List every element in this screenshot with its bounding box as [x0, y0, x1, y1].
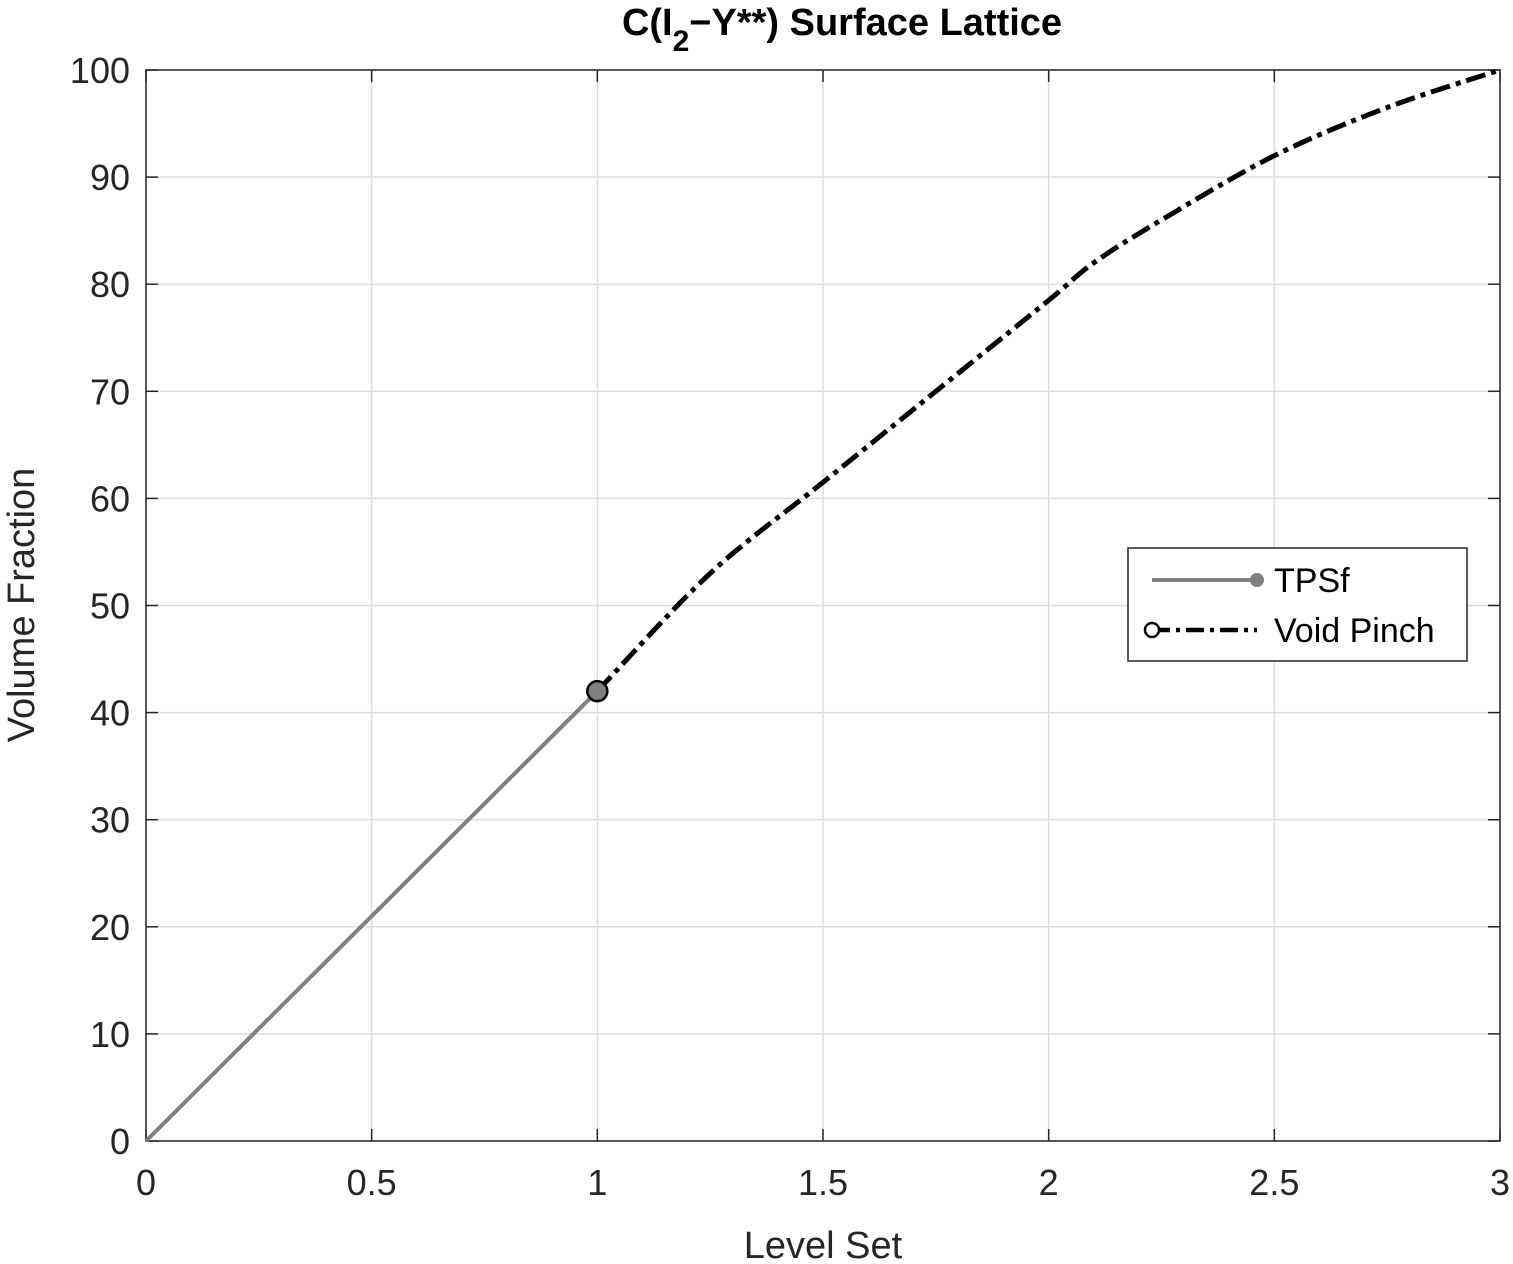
legend: TPSf Void Pinch [1127, 547, 1468, 662]
legend-marker-tpsf [1250, 573, 1264, 587]
legend-label-tpsf: TPSf [1274, 562, 1350, 600]
y-tick-label: 20 [90, 907, 130, 948]
chart-title-prefix: C(I [622, 2, 673, 44]
x-tick-label: 3 [1490, 1162, 1510, 1203]
transition-point-marker [586, 679, 609, 703]
x-tick-label: 1.5 [798, 1162, 848, 1203]
y-tick-label: 10 [90, 1014, 130, 1055]
y-tick-label: 90 [90, 157, 130, 198]
legend-marker-void-pinch [1143, 621, 1161, 639]
y-tick-label: 60 [90, 478, 130, 519]
y-tick-label: 0 [110, 1121, 130, 1162]
y-tick-label: 40 [90, 693, 130, 734]
series-group [144, 67, 1501, 1143]
y-axis-label: Volume Fraction [1, 468, 43, 743]
y-tick-label: 100 [70, 50, 130, 91]
x-axis-label: Level Set [744, 1225, 903, 1264]
chart-title-subscript: 2 [673, 25, 690, 58]
y-tick-label: 30 [90, 800, 130, 841]
x-tick-label: 0.5 [347, 1162, 397, 1203]
y-tick-label: 80 [90, 264, 130, 305]
chart-title-suffix: −Y**) Surface Lattice [689, 2, 1062, 44]
x-tick-label: 0 [136, 1162, 156, 1203]
x-tick-label: 1 [587, 1162, 607, 1203]
series-line-void-pinch [595, 67, 1501, 693]
series-line-tpsf [144, 689, 599, 1143]
x-tick-label: 2.5 [1249, 1162, 1299, 1203]
x-tick-label: 2 [1039, 1162, 1059, 1203]
legend-label-void-pinch: Void Pinch [1274, 612, 1435, 650]
y-tick-label: 50 [90, 586, 130, 627]
y-tick-label: 70 [90, 371, 130, 412]
legend-box [1127, 547, 1468, 662]
chart-title: C(I2−Y**) Surface Lattice [622, 2, 1062, 58]
